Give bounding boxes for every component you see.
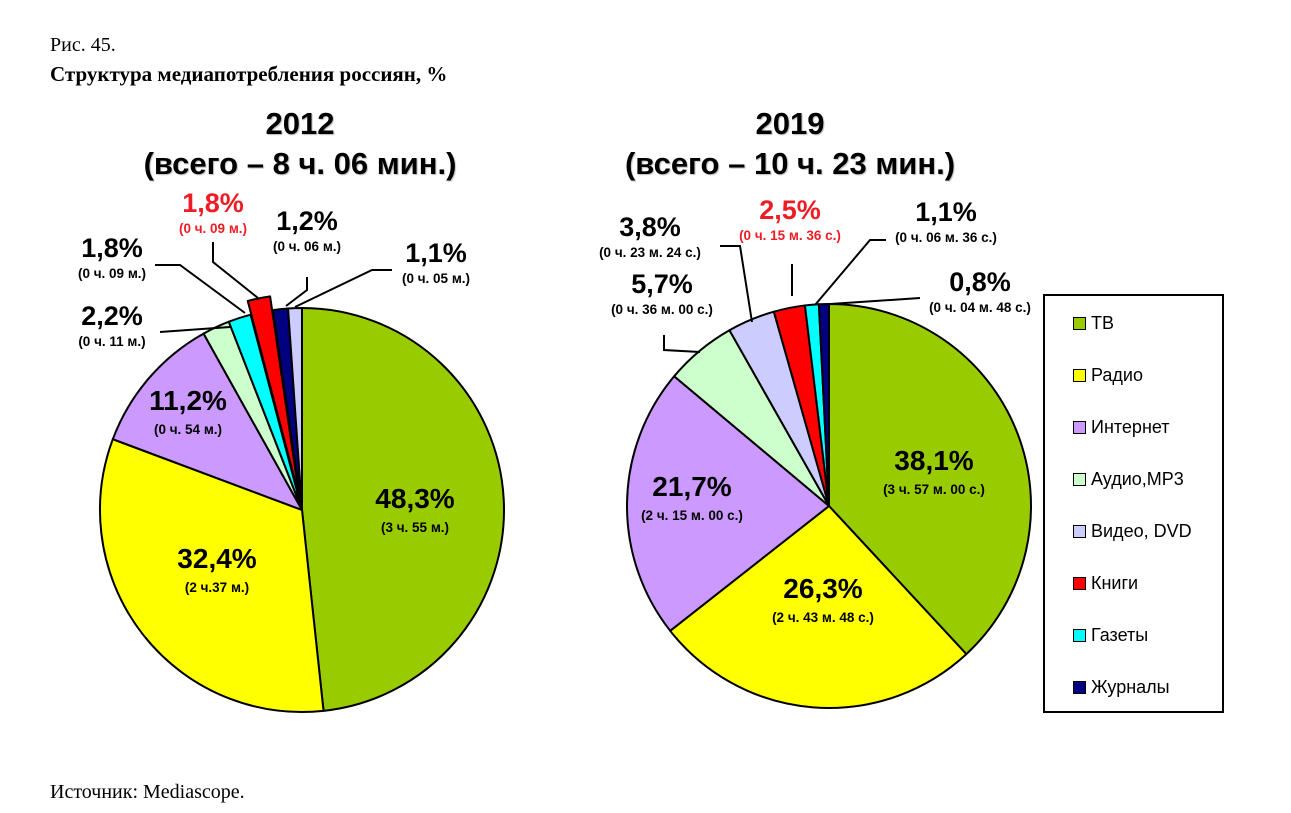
legend-item-tv: ТВ bbox=[1073, 312, 1114, 334]
legend-item-internet: Интернет bbox=[1073, 416, 1170, 438]
legend-label: Интернет bbox=[1091, 416, 1170, 437]
pie-2019-leader-video bbox=[720, 245, 753, 323]
legend-label: Радио bbox=[1091, 364, 1143, 385]
pie-2012-time-label-audio: (0 ч. 11 м.) bbox=[78, 334, 145, 349]
pie-2019-time-label-audio: (0 ч. 36 м. 00 с.) bbox=[611, 302, 713, 317]
legend-item-books: Книги bbox=[1073, 572, 1138, 594]
legend-item-audio: Аудио,MP3 bbox=[1073, 468, 1184, 490]
pie-2019-slice-radio bbox=[669, 505, 968, 709]
pie-2019-value-label-books: 2,5% bbox=[759, 195, 821, 225]
pie-2012-leader-magazines bbox=[285, 277, 308, 307]
pie-2012-time-label-internet: (0 ч. 54 м.) bbox=[154, 422, 222, 437]
pie-2019-time-label-tv: (3 ч. 57 м. 00 с.) bbox=[883, 482, 985, 497]
pie-2019-time-label-books: (0 ч. 15 м. 36 с.) bbox=[739, 228, 841, 243]
pie-2019-value-label-magazines: 0,8% bbox=[949, 267, 1011, 297]
pie-2012-leader-video bbox=[294, 269, 392, 308]
pie-2019-value-label-tv: 38,1% bbox=[894, 445, 973, 476]
source-note: Источник: Mediascope. bbox=[50, 781, 245, 803]
pie-2012-slice-radio bbox=[99, 438, 325, 713]
pie-2012-value-label-video: 1,1% bbox=[405, 238, 467, 268]
pie-2012-slice-books bbox=[246, 295, 301, 498]
figure-label: Рис. 45. bbox=[50, 34, 116, 56]
legend-swatch-video bbox=[1073, 524, 1086, 538]
pie-2019-value-label-radio: 26,3% bbox=[783, 573, 862, 604]
pie-2012-value-label-newspapers: 1,8% bbox=[81, 233, 143, 263]
pie-2012-title: 2012 bbox=[265, 106, 335, 141]
legend-swatch-internet bbox=[1073, 420, 1086, 434]
legend-label: Книги bbox=[1091, 572, 1139, 593]
pie-2019-slice-magazines bbox=[817, 303, 830, 507]
legend-label: Аудио,MP3 bbox=[1091, 468, 1184, 489]
pie-2012-leader-audio bbox=[159, 326, 231, 333]
pie-2012-value-label-books: 1,8% bbox=[182, 188, 244, 218]
figure-title: Структура медиапотребления россиян, % bbox=[50, 62, 448, 86]
pie-2012-title-block: 2012 (всего – 8 ч. 06 мин.) bbox=[100, 104, 500, 184]
pie-2012-time-label-tv: (3 ч. 55 м.) bbox=[381, 520, 449, 535]
pie-2012-slice-video bbox=[287, 307, 303, 511]
legend-label: Журналы bbox=[1091, 676, 1170, 697]
legend: ТВ Радио Интернет Аудио,MP3 Видео, DVD К… bbox=[1043, 294, 1224, 713]
legend-swatch-radio bbox=[1073, 368, 1086, 382]
pie-2012-subtitle: (всего – 8 ч. 06 мин.) bbox=[143, 146, 457, 181]
legend-item-radio: Радио bbox=[1073, 364, 1143, 386]
pie-2019-subtitle: (всего – 10 ч. 23 мин.) bbox=[624, 146, 956, 181]
pie-2019: 38,1% (3 ч. 57 м. 00 с.) 26,3% (2 ч. 43 м. … bbox=[599, 195, 1032, 709]
pie-2019-leader-magazines bbox=[829, 297, 921, 305]
legend-item-magazines: Журналы bbox=[1073, 676, 1170, 698]
pie-2012-time-label-newspapers: (0 ч. 09 м.) bbox=[78, 266, 146, 281]
pie-2019-leader-audio bbox=[663, 335, 701, 353]
pie-2019-slice-tv bbox=[828, 303, 1032, 656]
pie-2019-value-label-video: 3,8% bbox=[619, 212, 681, 242]
pie-2012-value-label-radio: 32,4% bbox=[177, 543, 256, 574]
pie-2012-value-label-tv: 48,3% bbox=[375, 483, 454, 514]
pie-2019-leader-newspapers bbox=[814, 239, 886, 306]
legend-item-video: Видео, DVD bbox=[1073, 520, 1192, 542]
pie-2012-time-label-books: (0 ч. 09 м.) bbox=[179, 221, 247, 236]
pie-2012-leader-newspapers bbox=[155, 264, 246, 314]
pie-2012-slice-tv bbox=[301, 307, 505, 712]
legend-label: Газеты bbox=[1091, 624, 1149, 645]
pie-2019-value-label-internet: 21,7% bbox=[652, 471, 731, 502]
legend-swatch-magazines bbox=[1073, 680, 1086, 694]
pie-2019-title: 2019 bbox=[755, 106, 825, 141]
pie-2019-time-label-internet: (2 ч. 15 м. 00 с.) bbox=[641, 508, 743, 523]
pie-2012-leader-books bbox=[212, 242, 259, 299]
pie-2012-value-label-audio: 2,2% bbox=[81, 301, 143, 331]
pie-2019-slice-internet bbox=[626, 375, 830, 632]
pie-2019-value-label-audio: 5,7% bbox=[631, 269, 693, 299]
pie-2019-title-block: 2019 (всего – 10 ч. 23 мин.) bbox=[580, 104, 1000, 184]
pie-2012: 48,3% (3 ч. 55 м.) 32,4% (2 ч.37 м.) 11,2% (0… bbox=[78, 188, 505, 713]
legend-label: Видео, DVD bbox=[1091, 520, 1192, 541]
pie-2012-value-label-internet: 11,2% bbox=[149, 385, 227, 416]
pie-2012-value-label-magazines: 1,2% bbox=[276, 206, 338, 236]
pie-2019-time-label-video: (0 ч. 23 м. 24 с.) bbox=[599, 245, 701, 260]
pie-2012-time-label-magazines: (0 ч. 06 м.) bbox=[273, 239, 341, 254]
pie-2012-time-label-video: (0 ч. 05 м.) bbox=[402, 271, 470, 286]
pie-2019-value-label-newspapers: 1,1% bbox=[915, 197, 977, 227]
legend-label: ТВ bbox=[1091, 312, 1115, 333]
legend-swatch-tv bbox=[1073, 316, 1086, 330]
legend-item-newspapers: Газеты bbox=[1073, 624, 1148, 646]
pie-2019-time-label-radio: (2 ч. 43 м. 48 с.) bbox=[772, 610, 874, 625]
pie-2012-time-label-radio: (2 ч.37 м.) bbox=[185, 580, 249, 595]
pie-2012-slice-internet bbox=[111, 332, 303, 511]
legend-swatch-audio bbox=[1073, 472, 1086, 486]
legend-swatch-books bbox=[1073, 576, 1086, 590]
pie-2019-time-label-newspapers: (0 ч. 06 м. 36 с.) bbox=[895, 230, 997, 245]
legend-swatch-newspapers bbox=[1073, 628, 1086, 642]
pie-2019-time-label-magazines: (0 ч. 04 м. 48 с.) bbox=[929, 300, 1031, 315]
